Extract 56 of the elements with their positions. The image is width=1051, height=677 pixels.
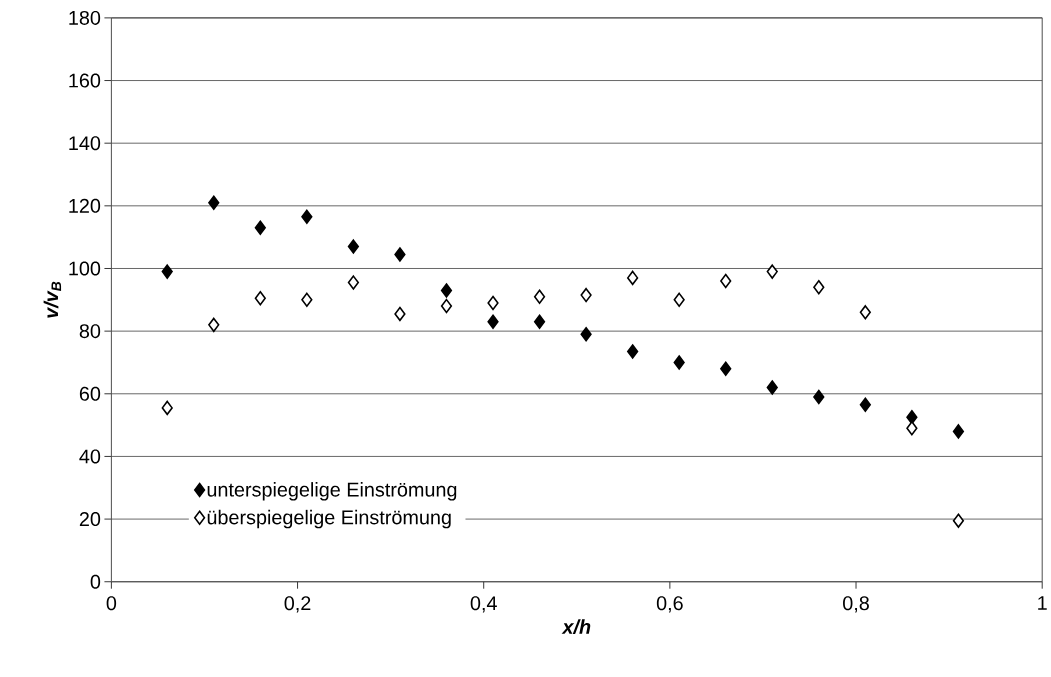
point [952, 424, 965, 439]
y-tick-label: 80 [79, 324, 101, 339]
point [487, 295, 499, 311]
y-tick-label: 160 [69, 73, 101, 88]
point [208, 317, 220, 333]
y-tick-label: 0 [90, 574, 101, 589]
point [673, 292, 685, 307]
point [347, 275, 360, 290]
point [394, 247, 406, 262]
point [254, 220, 266, 235]
x-tick-label: 0,4 [470, 596, 497, 613]
point [301, 292, 313, 307]
point [161, 264, 173, 279]
point [673, 355, 685, 370]
point [208, 195, 220, 210]
point [766, 264, 778, 279]
y-tick-label: 140 [69, 136, 101, 151]
point [161, 400, 173, 416]
point [533, 314, 546, 329]
point [627, 270, 639, 286]
point [813, 389, 825, 405]
y-tick-label: 60 [79, 386, 101, 401]
point [301, 209, 313, 224]
x-tick-label: 0,8 [843, 596, 869, 613]
point [906, 420, 918, 436]
point [720, 361, 732, 376]
x-tick-label: 0,2 [284, 596, 311, 613]
point [859, 305, 871, 320]
point [859, 397, 871, 412]
point [580, 326, 592, 342]
point [533, 289, 546, 304]
point [813, 279, 825, 295]
y-tick-label: 100 [69, 261, 101, 276]
point [627, 344, 639, 359]
x-tick-label: 0 [106, 596, 117, 611]
legend-label: unterspiegelige Einströmung [207, 482, 457, 501]
point [580, 287, 592, 303]
point [487, 314, 499, 329]
y-tick-label: 180 [69, 10, 101, 25]
x-axis-title: x/h [561, 619, 591, 635]
x-tick-label: 0,6 [656, 596, 683, 613]
y-tick-label: 20 [79, 511, 101, 526]
point [952, 513, 965, 528]
y-tick-label: 120 [69, 198, 101, 213]
point [766, 380, 778, 395]
point [254, 290, 266, 306]
y-tick-label: 40 [79, 449, 101, 464]
point [440, 298, 453, 314]
x-tick-label: 1 [1038, 596, 1047, 610]
point [347, 239, 360, 254]
legend-label: überspiegelige Einströmung [207, 509, 451, 529]
y-axis-title: v/v$_{B}$ [43, 281, 62, 318]
point [720, 273, 732, 289]
point [394, 306, 406, 322]
point [906, 409, 918, 425]
point [440, 283, 453, 298]
